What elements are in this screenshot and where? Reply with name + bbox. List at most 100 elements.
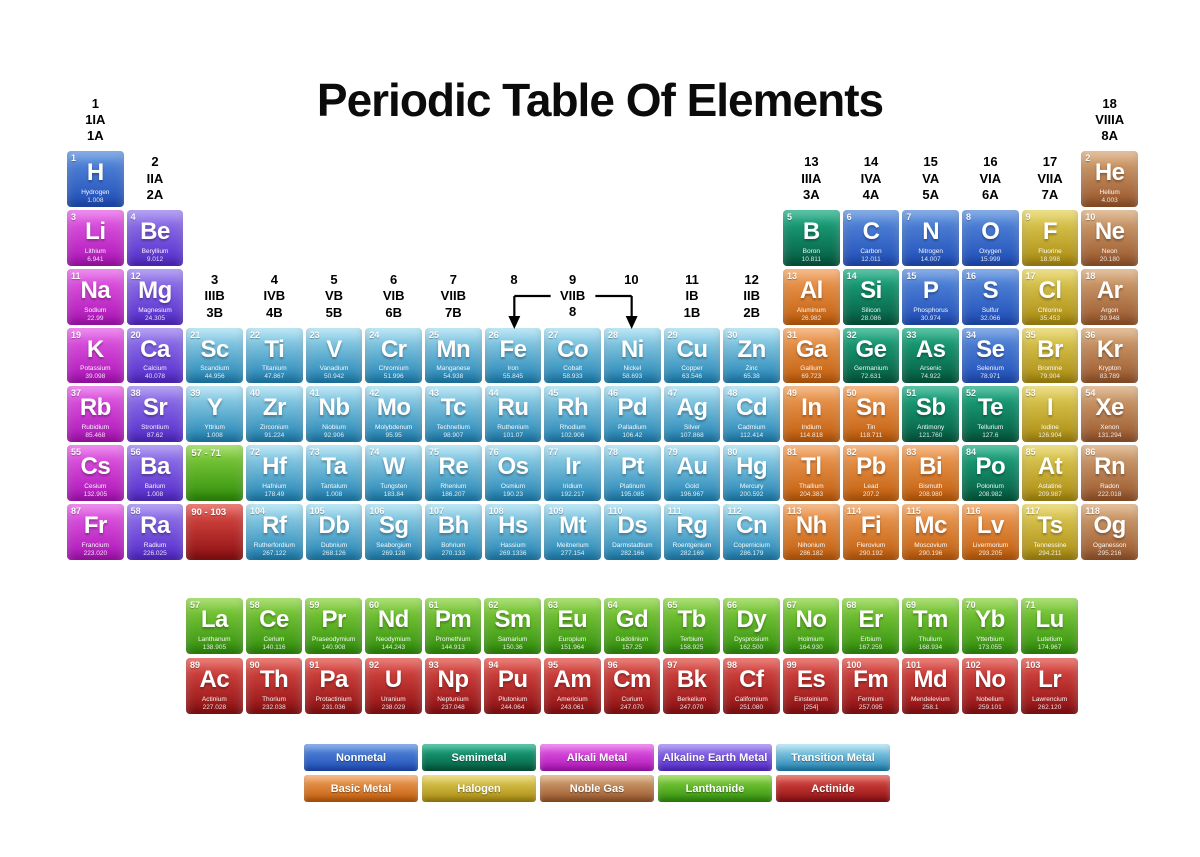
element-77-ir: 77 Ir Iridium 192.217 xyxy=(544,445,601,502)
lanthanide-row: 57 La Lanthanum 138.905 58 Ce Cerium 140.116 59 P… xyxy=(186,598,1078,654)
atomic-number: 118 xyxy=(1085,506,1100,517)
group-label-line: 16 xyxy=(983,154,998,170)
atomic-number: 82 xyxy=(846,447,857,458)
atomic-number: 63 xyxy=(548,600,559,610)
element-name: Zirconium xyxy=(260,424,289,432)
atomic-mass: 209.987 xyxy=(1038,491,1062,499)
atomic-number: 62 xyxy=(488,600,499,610)
atomic-mass: 63.546 xyxy=(682,373,702,381)
element-name: Plutonium xyxy=(498,696,528,703)
atomic-number: 49 xyxy=(787,388,798,399)
atomic-mass: 91.224 xyxy=(264,432,285,440)
element-78-pt: 78 Pt Platinum 195.085 xyxy=(604,445,661,502)
element-name: Iodine xyxy=(1041,424,1059,432)
atomic-number: 67 xyxy=(786,600,797,610)
atomic-number: 103 xyxy=(1025,660,1041,670)
element-109-mt: 109 Mt Meitnerium 277.154 xyxy=(544,504,601,560)
element-116-lv: 116 Lv Livermorium 293.205 xyxy=(962,504,1019,560)
element-symbol: Zn xyxy=(737,335,767,363)
atomic-number: 37 xyxy=(71,388,82,399)
element-symbol: Tl xyxy=(801,453,822,481)
element-name: Niobium xyxy=(322,424,346,432)
atomic-mass: 277.154 xyxy=(560,550,585,557)
element-symbol: Cs xyxy=(80,453,111,481)
element-name: Praseodymium xyxy=(311,636,356,643)
element-name: Germanium xyxy=(854,365,888,373)
atomic-mass: 140.908 xyxy=(321,644,346,651)
atomic-mass: 258.1 xyxy=(922,704,939,711)
group-label-17: 17 VIIA 7A xyxy=(1022,151,1079,207)
element-symbol: Nb xyxy=(318,394,350,422)
element-symbol: Mt xyxy=(559,512,587,540)
atomic-number: 5 xyxy=(787,211,793,222)
element-35-br: 35 Br Bromine 79.904 xyxy=(1021,327,1079,384)
element-name: Oganesson xyxy=(1093,542,1127,549)
element-name: Iridium xyxy=(562,483,583,491)
atomic-number: 18 xyxy=(1085,270,1096,281)
atomic-number: 28 xyxy=(608,329,619,340)
atomic-mass: 132.905 xyxy=(83,491,108,499)
atomic-mass: 238.029 xyxy=(381,704,406,711)
atomic-mass: 47.867 xyxy=(264,373,285,381)
element-symbol: Os xyxy=(497,453,529,481)
atomic-number: 85 xyxy=(1025,447,1036,458)
element-name: Europium xyxy=(558,636,587,643)
atomic-mass: 55.845 xyxy=(503,373,523,381)
atomic-mass: 85.468 xyxy=(85,432,106,440)
atomic-mass: 208.980 xyxy=(918,491,943,499)
atomic-mass: 190.23 xyxy=(503,491,523,499)
element-symbol: Rn xyxy=(1094,453,1126,481)
element-107-bh: 107 Bh Bohrium 270.133 xyxy=(425,504,482,560)
element-42-mo: 42 Mo Molybdenum 95.95 xyxy=(365,386,422,443)
group-label-line: VIIIA xyxy=(1095,111,1125,127)
element-name: Rhodium xyxy=(559,424,586,432)
atomic-number: 112 xyxy=(727,506,742,517)
element-name: Tantalum xyxy=(320,483,348,491)
legend-semimetal: Semimetal xyxy=(422,744,536,771)
atomic-mass: 196.967 xyxy=(680,491,704,499)
element-22-ti: 22 Ti Titanium 47.867 xyxy=(246,327,303,384)
atomic-number: 14 xyxy=(846,270,857,281)
element-symbol: Md xyxy=(913,666,948,693)
element-symbol: Ts xyxy=(1037,512,1063,540)
group-label-line: 6 xyxy=(390,272,398,288)
element-name: Thulium xyxy=(918,636,942,643)
element-name: Cobalt xyxy=(563,365,583,373)
element-name: Thallium xyxy=(799,483,824,491)
element-name: Iron xyxy=(507,365,519,373)
atomic-mass: 295.216 xyxy=(1097,550,1122,557)
element-72-hf: 72 Hf Hafnium 178.49 xyxy=(246,445,303,502)
element-100-fm: 100 Fm Fermium 257.095 xyxy=(842,658,899,714)
group-label-line: 11 xyxy=(685,272,699,288)
element-symbol: Re xyxy=(438,453,469,481)
element-name: Berkelium xyxy=(677,696,707,703)
element-50-sn: 50 Sn Tin 118.711 xyxy=(842,386,900,443)
element-45-rh: 45 Rh Rhodium 102.906 xyxy=(544,386,601,443)
element-symbol: Sb xyxy=(915,394,946,422)
atomic-number: 42 xyxy=(369,388,380,399)
element-name: Helium xyxy=(1099,188,1120,196)
atomic-mass: 162.500 xyxy=(739,644,764,651)
atomic-mass: 290.196 xyxy=(918,550,943,557)
atomic-number: 19 xyxy=(71,329,82,340)
element-14-si: 14 Si Silicon 28.086 xyxy=(842,268,900,325)
element-name: Lanthanum xyxy=(198,636,231,643)
atomic-mass: 173.055 xyxy=(978,644,1002,651)
atomic-mass: 294.211 xyxy=(1038,550,1062,557)
element-name: Boron xyxy=(802,247,820,255)
page-title: Periodic Table Of Elements xyxy=(316,73,884,126)
atomic-number: 107 xyxy=(429,506,445,517)
element-86-rn: 86 Rn Radon 222.018 xyxy=(1081,445,1138,502)
atomic-mass: 6.941 xyxy=(87,255,104,263)
element-name: Silver xyxy=(683,424,701,432)
element-name: Molybdenum xyxy=(375,424,413,432)
atomic-mass: 79.904 xyxy=(1040,373,1060,381)
atomic-mass: 92.906 xyxy=(324,432,344,440)
element-name: Lutetium xyxy=(1037,636,1063,643)
element-51-sb: 51 Sb Antimony 121.760 xyxy=(902,386,959,443)
element-118-og: 118 Og Oganesson 295.216 xyxy=(1081,504,1138,560)
atomic-mass: 118.711 xyxy=(859,432,883,440)
element-symbol: Ga xyxy=(795,335,828,363)
element-symbol: Ge xyxy=(855,335,887,363)
atomic-mass: 204.383 xyxy=(799,491,824,499)
